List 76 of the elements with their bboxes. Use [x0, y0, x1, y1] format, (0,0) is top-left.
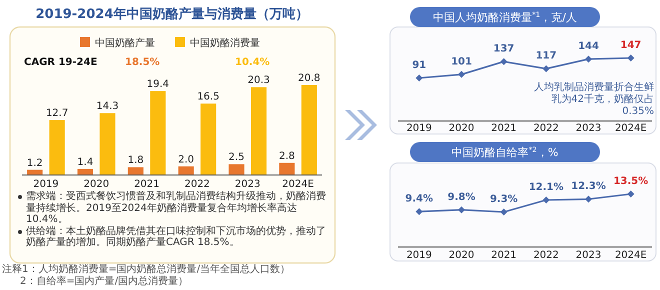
data-label: 12.7: [46, 108, 68, 120]
x-tick-label: 2024E: [282, 179, 314, 190]
bar: [301, 85, 317, 175]
point: [500, 58, 508, 66]
text: 2：自给率=国内产量/国内总消费量）: [19, 276, 190, 288]
x-tick-label: 2022: [533, 250, 559, 261]
data-label: 1.8: [128, 155, 144, 166]
x-tick-label: 2023: [576, 123, 602, 134]
x-tick-label: 2021: [491, 123, 517, 134]
bar: [178, 166, 194, 175]
bar: [150, 91, 166, 175]
point: [416, 208, 423, 216]
data-label: 13.5%: [613, 176, 648, 187]
point: [500, 208, 508, 216]
point: [585, 196, 592, 203]
text: 18.5%: [125, 57, 160, 68]
x-tick-label: 2020: [84, 179, 110, 190]
bar: [49, 120, 65, 175]
text: 10.4%: [235, 57, 270, 68]
data-label: 137: [493, 44, 514, 55]
bar: [100, 113, 116, 175]
point: [458, 70, 465, 78]
x-tick-label: 2023: [576, 250, 602, 261]
data-label: 1.4: [77, 156, 94, 168]
x-tick-label: 2020: [448, 123, 474, 134]
bar: [250, 87, 267, 175]
data-label: 147: [620, 40, 642, 51]
chart-title: 中国奶酪自给率$^{*2}$，%: [452, 144, 558, 159]
point: [585, 56, 592, 63]
x-tick-label: 2021: [491, 250, 517, 261]
point: [458, 206, 465, 214]
data-label: 2.8: [278, 150, 295, 162]
x-tick-label: 2022: [184, 179, 210, 190]
x-tick-label: 2024E: [614, 123, 647, 134]
data-label: 16.5: [197, 92, 220, 103]
x-tick-label: 2019: [33, 179, 59, 190]
x-tick-label: 2021: [134, 179, 160, 190]
x-tick-label: 2024E: [614, 250, 647, 261]
data-label: 1.2: [26, 158, 43, 169]
text: 供给端：本土奶酪品牌凭借其在口味控制和下沉市场的优势，推动了奶酪产量的增加。同期奶酪产量CAGR 18.5%。: [25, 226, 327, 248]
bar: [128, 167, 144, 175]
legend-label: 中国奶酪产量: [95, 37, 155, 49]
data-label: 117: [536, 50, 557, 62]
x-tick-label: 2022: [533, 123, 559, 134]
text: 人均乳制品消费量折合生鲜乳为42千克，奶酪仅占0.35%: [533, 82, 654, 118]
x-tick-label: 2020: [448, 250, 474, 261]
data-label: 12.1%: [528, 182, 564, 193]
data-label: 9.4%: [405, 194, 434, 205]
data-label: 20.3: [248, 75, 270, 86]
bar: [200, 104, 216, 175]
data-label: 101: [451, 56, 472, 68]
point: [627, 54, 634, 62]
data-label: 12.3%: [571, 181, 606, 192]
point: [542, 196, 550, 204]
data-label: 19.4: [146, 79, 170, 90]
bar: [279, 162, 295, 175]
legend-label: 中国奶酪消费量: [190, 37, 260, 49]
chart-title: 2019-2024年中国奶酪产量与消费量（万吨）: [36, 6, 308, 22]
point: [416, 74, 423, 82]
text: CAGR 19-24E: [24, 57, 98, 68]
bar: [228, 164, 244, 175]
data-label: 20.8: [298, 73, 320, 84]
x-tick-label: 2019: [406, 123, 432, 134]
data-label: 9.8%: [448, 192, 476, 203]
point: [542, 65, 550, 72]
point: [627, 190, 634, 198]
x-tick-label: 2019: [406, 250, 432, 261]
data-label: 2.5: [228, 152, 244, 164]
x-tick-label: 2023: [234, 179, 260, 190]
data-label: 91: [412, 60, 426, 71]
data-label: 144: [578, 41, 599, 52]
data-label: 14.3: [96, 101, 119, 112]
bar: [77, 168, 94, 175]
chart-title: 中国人均奶酪消费量$^{*1}$，克/人: [433, 10, 577, 24]
data-label: 9.3%: [490, 194, 518, 205]
data-label: 2.0: [178, 154, 194, 166]
